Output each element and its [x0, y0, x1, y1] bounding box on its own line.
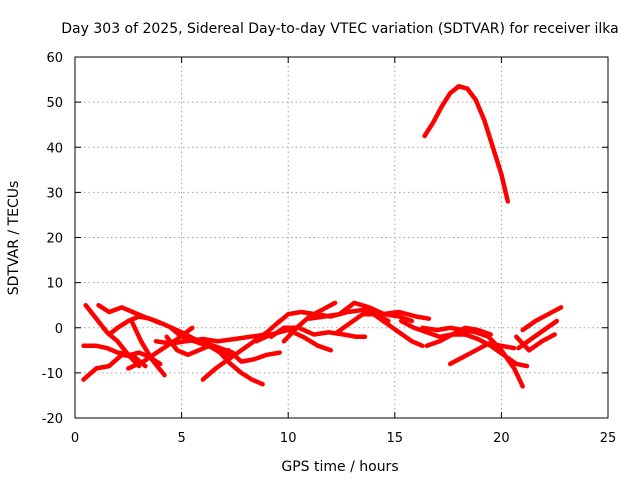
x-tick-label: 10 [280, 431, 297, 446]
series-line-track-09 [164, 334, 265, 387]
series-line-track-22 [424, 325, 493, 349]
y-tick-label: 40 [46, 141, 63, 156]
y-tick-label: 20 [46, 232, 63, 247]
y-tick-label: 0 [55, 322, 63, 337]
series-line-track-12 [226, 348, 282, 364]
series-line-track-13 [253, 327, 334, 353]
y-axis-label: SDTVAR / TECUs [6, 181, 22, 296]
x-tick-label: 0 [71, 431, 79, 446]
x-axis-label: GPS time / hours [281, 459, 398, 475]
axis-ticks: 0 5 10 15 20 25 -20 -10 0 10 20 30 40 50 60 [42, 51, 617, 446]
y-tick-label: 60 [46, 51, 63, 66]
series-line-track-03 [83, 302, 142, 369]
series-line-track-27 [520, 305, 564, 333]
x-tick-label: 20 [493, 431, 510, 446]
series-line-track-26 [514, 332, 557, 353]
series-line-track-05 [106, 314, 163, 337]
series-line-track-10 [153, 332, 270, 346]
series-line-track-15 [275, 307, 432, 326]
y-tick-label: 10 [46, 277, 63, 292]
chart-title: Day 303 of 2025, Sidereal Day-to-day VTE… [61, 21, 618, 37]
series-line-track-21 [420, 325, 525, 389]
series-line-track-24 [422, 84, 511, 204]
x-tick-label: 5 [177, 431, 185, 446]
y-tick-label: 50 [46, 96, 63, 111]
series-line-track-17 [307, 300, 415, 324]
series-line-track-19 [371, 311, 425, 349]
series-line-track-06 [130, 320, 167, 378]
series-line-track-23 [447, 341, 517, 367]
series-line-track-11 [200, 318, 282, 382]
y-tick-label: 30 [46, 186, 63, 201]
y-tick-label: -20 [42, 412, 63, 427]
series-line-track-01 [81, 352, 148, 382]
y-tick-label: -10 [42, 367, 63, 382]
x-tick-label: 15 [387, 431, 404, 446]
x-tick-label: 25 [600, 431, 617, 446]
series-line-track-14 [268, 325, 368, 340]
data-series [81, 84, 564, 389]
